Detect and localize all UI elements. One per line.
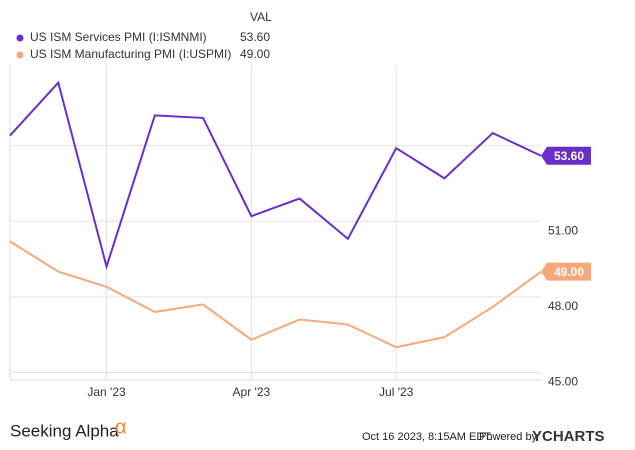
series-line: [9, 240, 542, 349]
end-tag-label: 49.00: [554, 265, 584, 279]
legend-label: US ISM Manufacturing PMI (I:USPMI): [30, 47, 231, 61]
y-tick-label: 45.00: [548, 375, 578, 389]
x-tick-label: Jul '23: [379, 385, 414, 399]
brand: YCHARTS: [532, 428, 605, 445]
series-line: [9, 80, 542, 271]
legend-marker: [16, 34, 24, 42]
y-tick-label: 51.00: [548, 223, 578, 237]
end-tag: [541, 146, 591, 165]
end-tag-label: 53.60: [554, 149, 584, 163]
end-tag: [541, 262, 591, 281]
legend-marker: [16, 51, 24, 59]
legend-header: VAL: [250, 10, 272, 24]
powered-by: Powered by: [479, 431, 538, 443]
source: Seeking Alpha: [10, 421, 119, 440]
x-tick-label: Apr '23: [233, 385, 271, 399]
y-tick-label: 48.00: [548, 299, 578, 313]
x-tick-label: Jan '23: [87, 385, 126, 399]
timestamp: Oct 16 2023, 8:15AM EDT.: [362, 431, 493, 443]
source-mark: α: [115, 416, 127, 438]
legend-label: US ISM Services PMI (I:ISMNMI): [30, 30, 207, 44]
legend-value: 53.60: [240, 30, 270, 44]
legend-value: 49.00: [240, 47, 270, 61]
